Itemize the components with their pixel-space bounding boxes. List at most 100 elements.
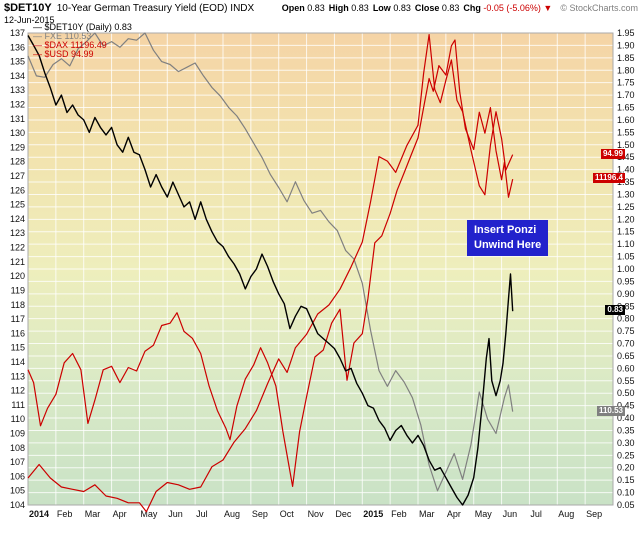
right-axis-tick: 1.55 — [617, 127, 635, 137]
right-axis-tick: 1.90 — [617, 40, 635, 50]
x-axis-label: Sep — [252, 509, 268, 519]
right-axis-tick: 1.95 — [617, 28, 635, 38]
right-axis-tick: 1.35 — [617, 177, 635, 187]
right-axis-tick: 0.95 — [617, 276, 635, 286]
quote-value: 0.83 — [439, 3, 460, 13]
left-axis-tick: 128 — [10, 157, 25, 167]
x-axis-label: Apr — [447, 509, 461, 519]
quote-label: Low — [372, 3, 391, 13]
plot-border — [27, 32, 614, 506]
right-axis-tick: 1.80 — [617, 65, 635, 75]
x-axis-label: Sep — [586, 509, 602, 519]
right-axis-tick: 0.30 — [617, 438, 635, 448]
series-line-fxe — [27, 32, 514, 492]
down-arrow-icon: ▼ — [540, 3, 553, 13]
left-axis-tick: 119 — [11, 285, 25, 295]
left-axis-tick: 104 — [10, 500, 25, 510]
right-axis-tick: 0.75 — [617, 326, 635, 336]
right-axis-tick: 1.10 — [617, 239, 635, 249]
right-axis-tick: 0.15 — [617, 475, 635, 485]
left-axis-tick: 109 — [10, 428, 25, 438]
right-axis-tick: 0.65 — [617, 351, 635, 361]
left-axis-tick: 135 — [10, 57, 25, 67]
right-axis-tick: 0.55 — [617, 376, 635, 386]
left-axis-tick: 112 — [11, 386, 25, 396]
quote-value: 0.83 — [304, 3, 325, 13]
left-axis-tick: 129 — [10, 142, 25, 152]
left-axis-tick: 115 — [11, 343, 25, 353]
quote-label: Close — [414, 3, 440, 13]
left-axis-tick: 125 — [10, 200, 25, 210]
left-axis-tick: 134 — [10, 71, 25, 81]
left-axis-tick: 114 — [11, 357, 25, 367]
right-axis-tick: 1.20 — [617, 214, 635, 224]
right-axis-tick: 1.40 — [617, 165, 635, 175]
x-axis-label: 2014 — [29, 509, 49, 519]
left-axis-tick: 122 — [10, 243, 25, 253]
right-axis-tick: 0.35 — [617, 425, 635, 435]
right-axis-tick: 1.50 — [617, 140, 635, 150]
right-axis-tick: 0.70 — [617, 339, 635, 349]
last-value-box-dax: 11196.4 — [592, 173, 625, 184]
right-axis-tick: 1.15 — [617, 227, 635, 237]
left-axis-tick: 137 — [10, 28, 25, 38]
x-axis-label: May — [475, 509, 493, 519]
x-axis-label: Feb — [391, 509, 407, 519]
right-axis-tick: 1.70 — [617, 90, 635, 100]
x-axis-label: Apr — [113, 509, 127, 519]
x-axis-label: Aug — [224, 509, 240, 519]
left-axis-tick: 133 — [10, 85, 25, 95]
right-axis-tick: 1.65 — [617, 103, 635, 113]
x-axis-label: Oct — [280, 509, 295, 519]
right-axis-tick: 1.85 — [617, 53, 635, 63]
chart-date: 12-Jun-2015 — [4, 15, 55, 25]
legend-item: — $DET10Y (Daily) 0.83 — [33, 22, 132, 32]
quote-value: -0.05 (-5.06%) — [480, 3, 541, 13]
x-axis-label: Mar — [419, 509, 435, 519]
x-axis-label: Aug — [558, 509, 574, 519]
annotation-line-1: Insert Ponzi — [474, 224, 537, 236]
gridlines — [27, 32, 614, 506]
x-axis-label: Jun — [503, 509, 518, 519]
left-axis-tick: 117 — [11, 314, 25, 324]
legend-item: — $USD 94.99 — [33, 49, 94, 59]
chart-symbol: $DET10Y — [4, 2, 52, 14]
chart-description: 10-Year German Treasury Yield (EOD) INDX — [56, 3, 255, 14]
x-axis-label: Dec — [335, 509, 352, 519]
last-value-box-fxe: 110.53 — [596, 405, 625, 416]
copyright-label: © StockCharts.com — [560, 3, 638, 13]
right-axis-tick: 0.45 — [617, 401, 635, 411]
quote-value: 0.83 — [348, 3, 369, 13]
right-axis-tick: 0.05 — [617, 500, 635, 510]
quote-label: Open — [281, 3, 305, 13]
left-axis-tick: 124 — [10, 214, 25, 224]
right-axis-tick: 1.25 — [617, 202, 635, 212]
right-axis-tick: 0.85 — [617, 301, 635, 311]
annotation-line-2: Unwind Here — [474, 239, 542, 251]
right-axis-tick: 0.80 — [617, 314, 635, 324]
left-axis-tick: 110 — [11, 414, 25, 424]
right-axis-tick: 1.60 — [617, 115, 635, 125]
right-axis-tick: 0.20 — [617, 463, 635, 473]
x-axis-label: Nov — [308, 509, 325, 519]
x-axis-label: Jul — [530, 509, 542, 519]
series-line-dax — [27, 39, 514, 487]
right-axis-tick: 1.75 — [617, 78, 635, 88]
left-axis-tick: 116 — [11, 328, 25, 338]
left-axis-tick: 127 — [10, 171, 25, 181]
annotation-ponzi: Insert Ponzi Unwind Here — [467, 220, 549, 256]
x-axis-label: Mar — [85, 509, 101, 519]
quote-label: High — [328, 3, 349, 13]
left-axis-tick: 118 — [11, 300, 25, 310]
x-axis-label: May — [140, 509, 158, 519]
left-axis-tick: 120 — [10, 271, 25, 281]
chart-header: $DET10Y 10-Year German Treasury Yield (E… — [4, 2, 638, 14]
right-axis-tick: 1.00 — [617, 264, 635, 274]
left-axis-tick: 108 — [10, 443, 25, 453]
x-axis-label: Jun — [168, 509, 183, 519]
quote-value: 0.83 — [390, 3, 411, 13]
series-line-det10y — [27, 35, 514, 506]
left-axis-tick: 130 — [10, 128, 25, 138]
right-axis-tick: 0.90 — [617, 289, 635, 299]
right-axis-tick: 1.45 — [617, 152, 635, 162]
